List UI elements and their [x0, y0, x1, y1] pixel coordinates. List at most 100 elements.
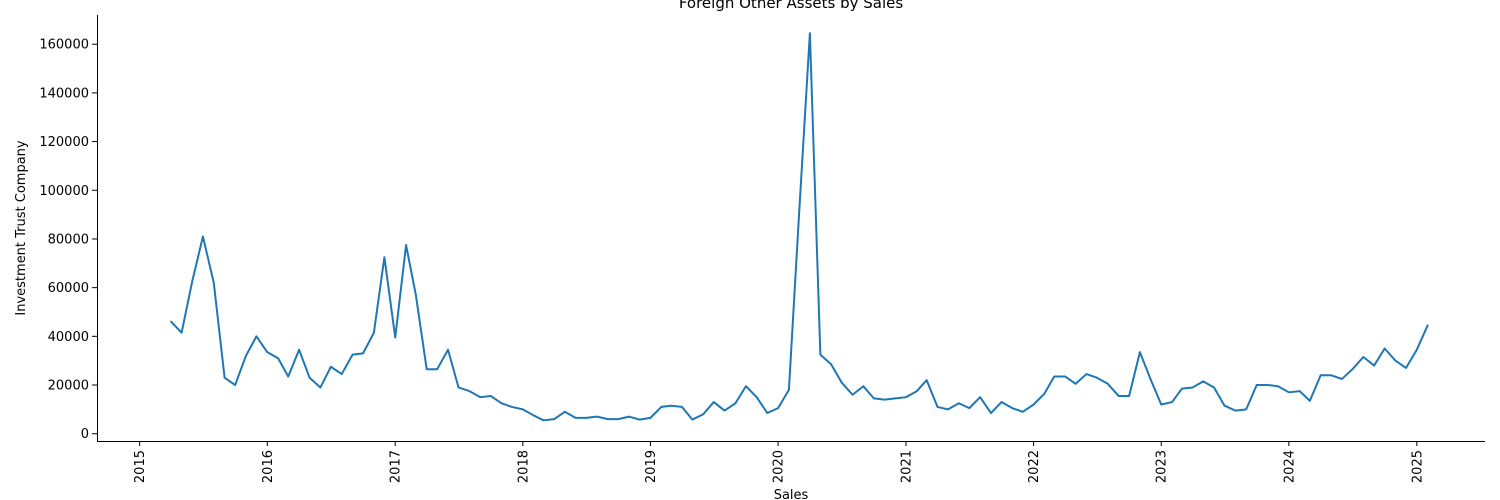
- data-point: [788, 389, 790, 391]
- data-point: [500, 402, 503, 405]
- data-point: [873, 397, 875, 400]
- data-point: [1096, 376, 1098, 379]
- data-point: [1255, 384, 1258, 386]
- data-point: [1405, 367, 1407, 369]
- data-point: [1288, 391, 1290, 394]
- data-point: [1011, 407, 1014, 409]
- data-point: [723, 409, 726, 412]
- data-point: [553, 418, 556, 420]
- data-point: [1394, 359, 1397, 362]
- data-point: [234, 384, 236, 386]
- data-point: [1000, 401, 1003, 403]
- data-point: [180, 331, 183, 334]
- data-point: [255, 335, 258, 338]
- data-point: [862, 385, 865, 388]
- data-point: [851, 393, 854, 396]
- data-point: [574, 417, 577, 419]
- data-point: [840, 381, 843, 384]
- data-point: [170, 320, 172, 323]
- data-point: [585, 417, 587, 419]
- data-point: [415, 294, 417, 296]
- x-tick-label: 2016: [261, 450, 276, 483]
- series-points: [170, 32, 1429, 422]
- data-point: [1309, 400, 1311, 402]
- data-point: [1085, 373, 1088, 375]
- data-point: [1266, 384, 1269, 386]
- data-point: [542, 419, 545, 422]
- data-point: [447, 348, 449, 351]
- y-tick-label: 140000: [39, 86, 89, 101]
- x-tick-label: 2018: [516, 450, 531, 483]
- x-tick-label: 2025: [1410, 450, 1425, 483]
- data-point: [745, 385, 747, 388]
- data-point: [1149, 378, 1152, 380]
- x-tick-label: 2019: [644, 450, 659, 483]
- data-point: [830, 363, 833, 366]
- data-point: [1383, 347, 1386, 350]
- x-tick-label: 2024: [1282, 450, 1297, 483]
- x-axis-title: Sales: [774, 488, 809, 500]
- data-point: [1074, 382, 1077, 385]
- y-axis-title: Investment Trust Company: [14, 140, 29, 316]
- data-point: [649, 417, 652, 419]
- data-point: [670, 404, 672, 407]
- data-point: [809, 32, 811, 35]
- data-point: [1373, 364, 1375, 367]
- data-point: [425, 368, 428, 370]
- data-point: [1362, 356, 1365, 358]
- x-tick-label: 2015: [133, 450, 148, 483]
- data-point: [330, 365, 332, 368]
- data-point: [1181, 387, 1183, 390]
- y-axis-ticks: 0 20000 40000 60000 80000 100000 120000 140000 1…: [39, 38, 97, 442]
- data-point: [1416, 348, 1418, 351]
- data-point: [660, 406, 663, 408]
- data-point: [712, 401, 715, 403]
- data-point: [777, 407, 779, 409]
- data-point: [1032, 403, 1035, 406]
- data-point: [894, 397, 896, 400]
- data-point: [489, 395, 492, 397]
- x-tick-label: 2017: [389, 450, 404, 483]
- data-point: [766, 412, 769, 414]
- data-point: [1139, 351, 1141, 353]
- y-tick-label: 160000: [39, 38, 89, 53]
- data-point: [819, 353, 822, 356]
- data-point: [245, 355, 247, 357]
- data-point: [287, 375, 290, 378]
- y-tick-label: 40000: [48, 330, 89, 345]
- data-point: [1202, 380, 1205, 383]
- data-point: [522, 408, 524, 411]
- data-point: [1277, 385, 1279, 388]
- data-point: [628, 415, 630, 418]
- data-point: [277, 357, 279, 360]
- data-point: [468, 390, 471, 392]
- data-point: [755, 396, 758, 398]
- data-point: [1171, 401, 1173, 403]
- data-point: [702, 413, 705, 416]
- data-point: [563, 410, 566, 413]
- data-point: [319, 386, 322, 389]
- data-point: [511, 406, 513, 408]
- data-point: [681, 406, 683, 408]
- series-line: [170, 32, 1429, 422]
- data-point: [405, 244, 407, 246]
- data-point: [1330, 374, 1332, 377]
- data-point: [532, 414, 535, 417]
- data-point: [1234, 409, 1237, 412]
- data-point: [1351, 368, 1354, 370]
- x-tick-label: 2022: [1027, 450, 1042, 483]
- data-point: [362, 352, 364, 355]
- data-point: [394, 336, 397, 339]
- data-point: [202, 235, 204, 238]
- data-point: [1191, 386, 1194, 389]
- data-point: [1319, 374, 1322, 377]
- y-tick-label: 100000: [39, 184, 89, 199]
- data-point: [298, 348, 300, 351]
- data-point: [266, 351, 269, 353]
- data-point: [734, 402, 737, 405]
- data-point: [1245, 408, 1248, 411]
- data-point: [1043, 392, 1046, 395]
- y-tick-label: 80000: [48, 232, 89, 247]
